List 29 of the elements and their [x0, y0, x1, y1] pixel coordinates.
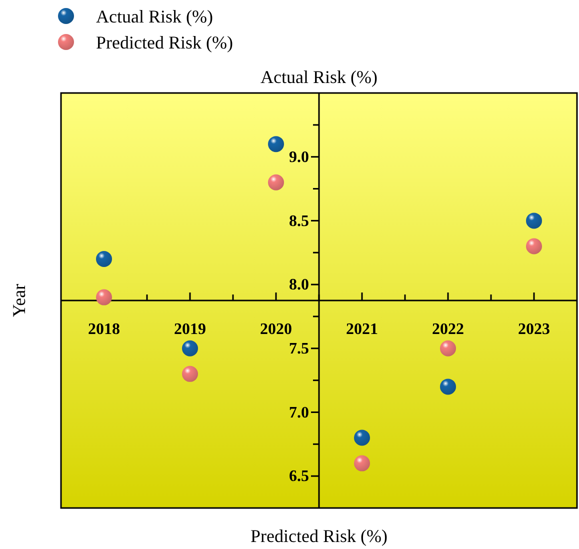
- point: [268, 174, 284, 190]
- y-tick-label: 8.5: [289, 212, 309, 230]
- y-tick-label: 7.5: [289, 340, 309, 358]
- y-tick-label: 7.0: [289, 404, 309, 422]
- point: [440, 340, 456, 356]
- y-tick-label: 9.0: [289, 148, 309, 166]
- point: [526, 238, 542, 254]
- x-tick-label: 2020: [260, 320, 292, 338]
- legend-label: Predicted Risk (%): [96, 32, 233, 52]
- x-axis-title: Predicted Risk (%): [250, 526, 388, 546]
- point: [96, 251, 112, 267]
- chart-title: Actual Risk (%): [260, 67, 378, 87]
- point: [268, 136, 284, 152]
- point: [354, 430, 370, 446]
- x-tick-label: 2022: [432, 320, 464, 338]
- x-tick-label: 2023: [518, 320, 550, 338]
- point: [96, 289, 112, 306]
- y-tick-label: 6.5: [289, 468, 309, 486]
- y-tick-label: 8.0: [289, 276, 309, 294]
- point: [354, 455, 370, 472]
- point: [182, 340, 198, 356]
- legend-label: Actual Risk (%): [96, 6, 213, 26]
- point: [526, 212, 542, 229]
- x-tick-label: 2019: [174, 320, 206, 338]
- x-tick-label: 2018: [88, 320, 120, 338]
- y-axis-title: Year: [9, 284, 29, 318]
- x-tick-label: 2021: [346, 320, 378, 338]
- point: [182, 366, 198, 382]
- point: [440, 378, 456, 395]
